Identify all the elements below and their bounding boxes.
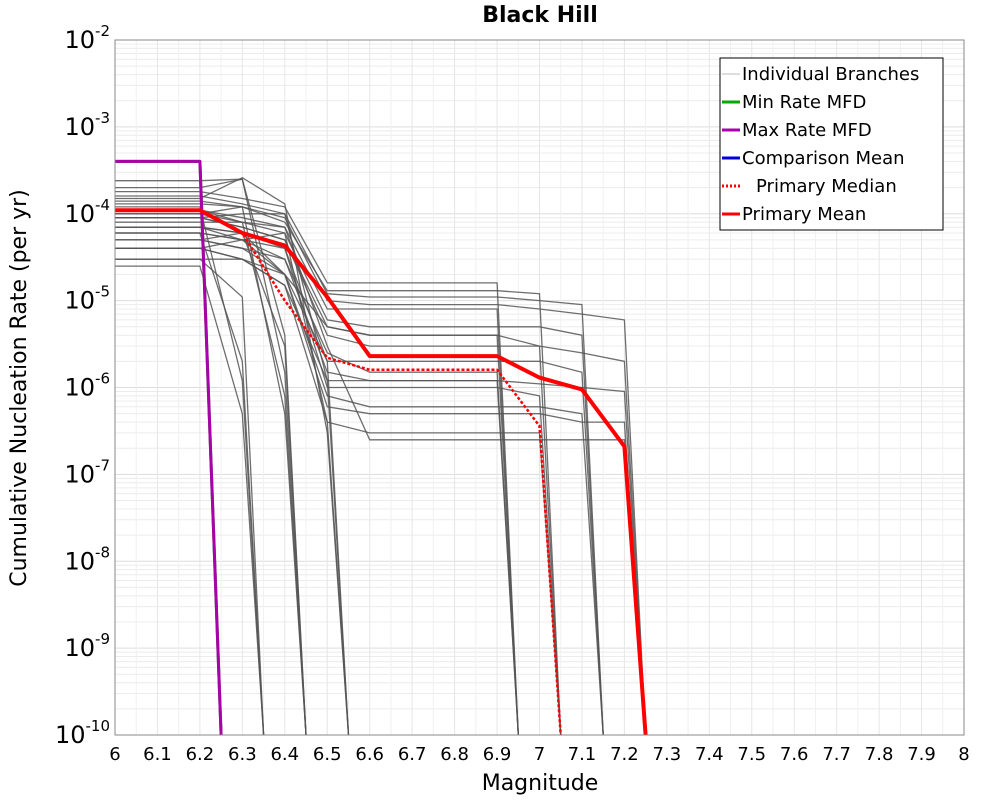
x-tick-label: 6.2 — [186, 744, 215, 765]
chart-title: Black Hill — [482, 3, 598, 28]
x-tick-labels: 6 6.1 6.2 6.3 6.4 6.5 6.6 6.7 6.8 6.9 7 7.1 7.2 7.3 7.… — [109, 744, 969, 765]
branch-line-2 — [115, 258, 265, 736]
x-tick-label: 6.1 — [143, 744, 172, 765]
branch-line-3 — [115, 265, 265, 736]
y-tick-label: 10-2 — [64, 22, 110, 54]
branch-line-7 — [115, 178, 307, 736]
x-tick-label: 6.8 — [440, 744, 469, 765]
y-tick-base: 10 — [64, 200, 95, 228]
branch-line-28 — [115, 200, 647, 736]
y-tick-base: 10 — [64, 547, 95, 575]
legend-label: Comparison Mean — [742, 148, 905, 169]
x-tick-label: 7.6 — [780, 744, 809, 765]
x-tick-label: 7.3 — [653, 744, 682, 765]
legend-label: Primary Mean — [742, 204, 866, 225]
branch-line-32 — [115, 209, 647, 736]
y-tick-base: 10 — [64, 460, 95, 488]
y-tick-base: 10 — [64, 287, 95, 315]
y-tick-base: 10 — [64, 113, 95, 141]
x-axis-label: Magnitude — [482, 771, 599, 796]
y-tick-label: 10-3 — [64, 109, 110, 141]
y-tick-exponent: -10 — [86, 717, 111, 735]
branch-line-5 — [115, 232, 265, 736]
x-tick-label: 6.9 — [483, 744, 512, 765]
y-tick-label: 10-7 — [64, 456, 110, 488]
legend-label: Individual Branches — [742, 64, 919, 85]
y-tick-exponent: -5 — [95, 283, 110, 301]
x-tick-label: 8 — [958, 744, 969, 765]
y-tick-label: 10-4 — [64, 196, 110, 228]
x-tick-label: 7.7 — [822, 744, 851, 765]
branch-line-26 — [115, 226, 604, 736]
plot-frame — [114, 39, 965, 736]
x-tick-label: 7.9 — [907, 744, 936, 765]
x-tick-label: 7.4 — [695, 744, 724, 765]
y-tick-labels: 10-210-310-410-510-610-710-810-910-10 — [55, 22, 110, 749]
x-tick-label: 6.6 — [355, 744, 384, 765]
y-tick-exponent: -7 — [95, 456, 110, 474]
y-axis-label: Cumulative Nucleation Rate (per yr) — [7, 189, 32, 587]
legend-label: Primary Median — [756, 176, 897, 197]
branch-line-31 — [115, 247, 647, 736]
legend-label: Min Rate MFD — [742, 92, 866, 113]
branch-line-29 — [115, 217, 647, 736]
y-tick-label: 10-6 — [64, 370, 110, 402]
x-tick-label: 7.5 — [737, 744, 766, 765]
branch-line-21 — [115, 217, 562, 736]
y-tick-exponent: -4 — [95, 196, 110, 214]
series-primary-mean — [115, 208, 648, 736]
x-tick-label: 6.3 — [228, 744, 257, 765]
branch-line-24 — [115, 195, 604, 736]
x-tick-label: 6.5 — [313, 744, 342, 765]
branch-line-20 — [115, 203, 562, 736]
y-tick-label: 10-5 — [64, 283, 110, 315]
y-tick-exponent: -2 — [95, 22, 110, 40]
branch-line-18 — [115, 226, 519, 736]
x-tick-label: 6.7 — [398, 744, 427, 765]
y-tick-exponent: -6 — [95, 370, 110, 388]
branch-line-11 — [115, 176, 350, 736]
legend-box — [719, 57, 944, 231]
y-tick-label: 10-10 — [55, 717, 110, 749]
y-tick-base: 10 — [64, 26, 95, 54]
series-max-rate-mfd — [115, 159, 223, 736]
x-tick-label: 6 — [109, 744, 120, 765]
x-tick-label: 7 — [534, 744, 545, 765]
branch-line-15 — [115, 190, 519, 736]
x-tick-label: 7.1 — [568, 744, 597, 765]
y-tick-exponent: -3 — [95, 109, 110, 127]
y-tick-label: 10-9 — [64, 630, 110, 662]
branch-line-27 — [115, 239, 604, 736]
branch-line-30 — [115, 232, 647, 736]
x-tick-label: 7.8 — [865, 744, 894, 765]
x-tick-label: 6.4 — [270, 744, 299, 765]
y-tick-label: 10-8 — [64, 543, 110, 575]
y-tick-exponent: -8 — [95, 543, 110, 561]
y-tick-exponent: -9 — [95, 630, 110, 648]
series-layer — [115, 159, 648, 736]
y-tick-base: 10 — [55, 721, 86, 749]
branch-line-4 — [115, 206, 265, 736]
legend: Individual Branches Min Rate MFD Max Rate … — [719, 57, 944, 231]
y-tick-base: 10 — [64, 374, 95, 402]
x-tick-label: 7.2 — [610, 744, 639, 765]
legend-label: Max Rate MFD — [742, 120, 872, 141]
y-tick-base: 10 — [64, 634, 95, 662]
